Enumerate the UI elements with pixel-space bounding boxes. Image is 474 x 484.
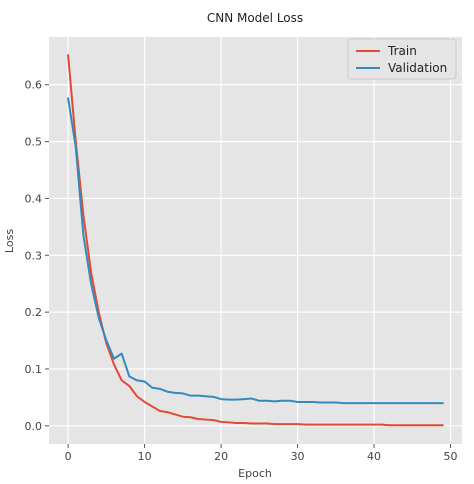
y-tick-label: 0.5 bbox=[25, 136, 43, 149]
x-axis-label: Epoch bbox=[238, 467, 272, 480]
y-tick-label: 0.1 bbox=[25, 363, 43, 376]
chart-title: CNN Model Loss bbox=[207, 11, 303, 25]
x-tick-label: 30 bbox=[291, 450, 305, 463]
x-tick-label: 50 bbox=[444, 450, 458, 463]
y-tick-label: 0.4 bbox=[25, 192, 43, 205]
legend: Train Validation bbox=[347, 38, 457, 80]
y-axis-label: Loss bbox=[3, 229, 16, 253]
legend-label-validation: Validation bbox=[388, 61, 447, 75]
series-lines bbox=[67, 54, 444, 427]
legend-label-train: Train bbox=[387, 44, 417, 58]
y-tick-label: 0.2 bbox=[25, 306, 43, 319]
y-tick-label: 0.6 bbox=[25, 79, 43, 92]
plot-area bbox=[49, 37, 462, 444]
y-tick-label: 0.0 bbox=[25, 420, 43, 433]
x-tick-label: 20 bbox=[214, 450, 228, 463]
grid-lines bbox=[49, 37, 462, 444]
x-tick-label: 40 bbox=[367, 450, 381, 463]
series-line-train bbox=[67, 54, 444, 427]
x-tick-label: 0 bbox=[65, 450, 72, 463]
y-axis-ticks: 0.0 0.1 0.2 0.3 0.4 0.5 0.6 bbox=[25, 79, 49, 433]
x-tick-label: 10 bbox=[138, 450, 152, 463]
x-axis-ticks: 0 10 20 30 40 50 bbox=[65, 444, 458, 463]
y-tick-label: 0.3 bbox=[25, 249, 43, 262]
series-line-validation bbox=[67, 97, 444, 405]
